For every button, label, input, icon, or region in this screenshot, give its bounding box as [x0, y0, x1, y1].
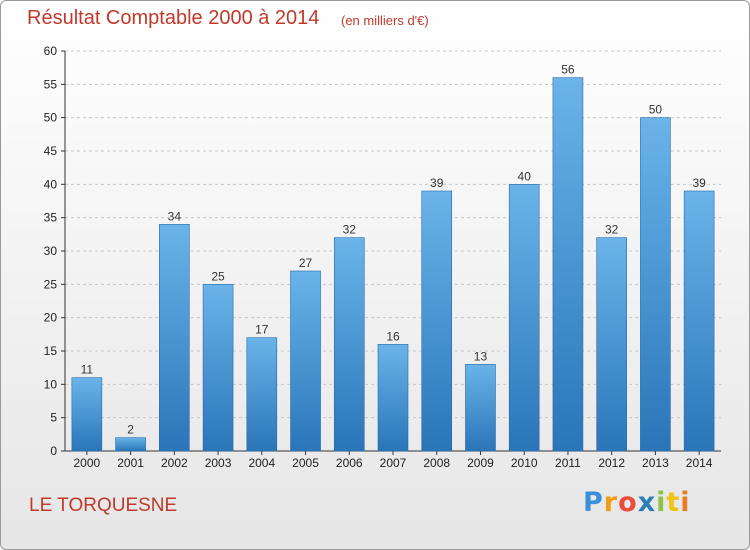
data-label-2000: 11 [81, 363, 94, 377]
data-label-2013: 50 [649, 103, 663, 117]
data-label-2010: 40 [518, 169, 532, 183]
y-tick-label: 45 [44, 144, 58, 158]
y-tick-label: 5 [50, 411, 57, 425]
bar-2003 [202, 284, 234, 452]
bar-2007 [377, 344, 409, 452]
logo-letter: o [618, 487, 638, 518]
x-tick-label-2004: 2004 [248, 456, 275, 470]
data-label-2003: 25 [211, 269, 225, 283]
y-tick-label: 40 [44, 177, 58, 191]
bar-2002 [159, 224, 190, 452]
data-label-2006: 32 [343, 223, 357, 237]
y-tick-label: 10 [44, 377, 58, 391]
y-tick-label: 55 [44, 77, 58, 91]
logo-letter: i [680, 487, 691, 518]
bar-2001 [115, 437, 146, 452]
y-tick-label: 50 [44, 111, 58, 125]
logo-letter: P [583, 487, 604, 518]
data-label-2004: 17 [255, 323, 269, 337]
logo-letter: r [603, 487, 619, 518]
x-tick-label-2005: 2005 [292, 456, 319, 470]
y-tick-label: 60 [44, 44, 58, 58]
y-tick-label: 15 [44, 344, 58, 358]
x-tick-label-2010: 2010 [511, 456, 538, 470]
x-tick-label-2006: 2006 [336, 456, 363, 470]
x-tick-label-2007: 2007 [380, 456, 407, 470]
y-tick-label: 20 [44, 311, 58, 325]
y-tick-label: 30 [44, 244, 58, 258]
x-tick-label-2002: 2002 [161, 456, 188, 470]
bar-2009 [465, 364, 496, 452]
commune-name: LE TORQUESNE [29, 495, 178, 516]
x-tick-label-2013: 2013 [642, 456, 669, 470]
bar-2014 [683, 190, 715, 452]
bar-2010 [508, 184, 540, 452]
data-label-2009: 13 [474, 349, 488, 363]
data-label-2005: 27 [299, 256, 313, 270]
bar-2011 [552, 77, 584, 452]
data-labels: 11 2 34 25 17 27 32 16 39 13 40 56 32 50 39 [81, 63, 706, 437]
data-label-2011: 56 [561, 63, 575, 77]
x-tick-label-2000: 2000 [74, 456, 101, 470]
y-tick-label: 25 [44, 277, 58, 291]
data-label-2001: 2 [127, 423, 134, 437]
data-label-2008: 39 [430, 176, 444, 190]
logo-letter: x [637, 487, 657, 518]
x-tick-label-2012: 2012 [598, 456, 625, 470]
bar-2004 [246, 337, 278, 452]
x-tick-label-2011: 2011 [555, 456, 581, 470]
chart-title: Résultat Comptable 2000 à 2014 [27, 7, 320, 29]
logo-letter: t [666, 487, 681, 518]
x-tick-label-2001: 2001 [117, 456, 144, 470]
data-label-2014: 39 [692, 176, 706, 190]
proxiti-logo[interactable]: Proxiti [583, 487, 691, 518]
x-tick-label-2003: 2003 [205, 456, 232, 470]
bar-2005 [290, 270, 321, 452]
x-tick-label-2009: 2009 [467, 456, 494, 470]
y-tick-label: 0 [50, 444, 57, 458]
bar-2008 [421, 190, 453, 452]
data-label-2012: 32 [605, 223, 619, 237]
x-tick-label-2014: 2014 [686, 456, 713, 470]
bar-2006 [333, 237, 365, 452]
data-label-2002: 34 [168, 209, 182, 223]
y-tick-label: 35 [44, 211, 58, 225]
bar-2013 [640, 117, 671, 452]
bars [71, 77, 715, 452]
x-tick-label-2008: 2008 [423, 456, 450, 470]
chart-subtitle: (en milliers d'€) [341, 13, 429, 28]
data-label-2007: 16 [386, 329, 400, 343]
logo-letter: i [656, 487, 667, 518]
bar-2012 [596, 237, 627, 452]
bar-2000 [71, 377, 103, 452]
